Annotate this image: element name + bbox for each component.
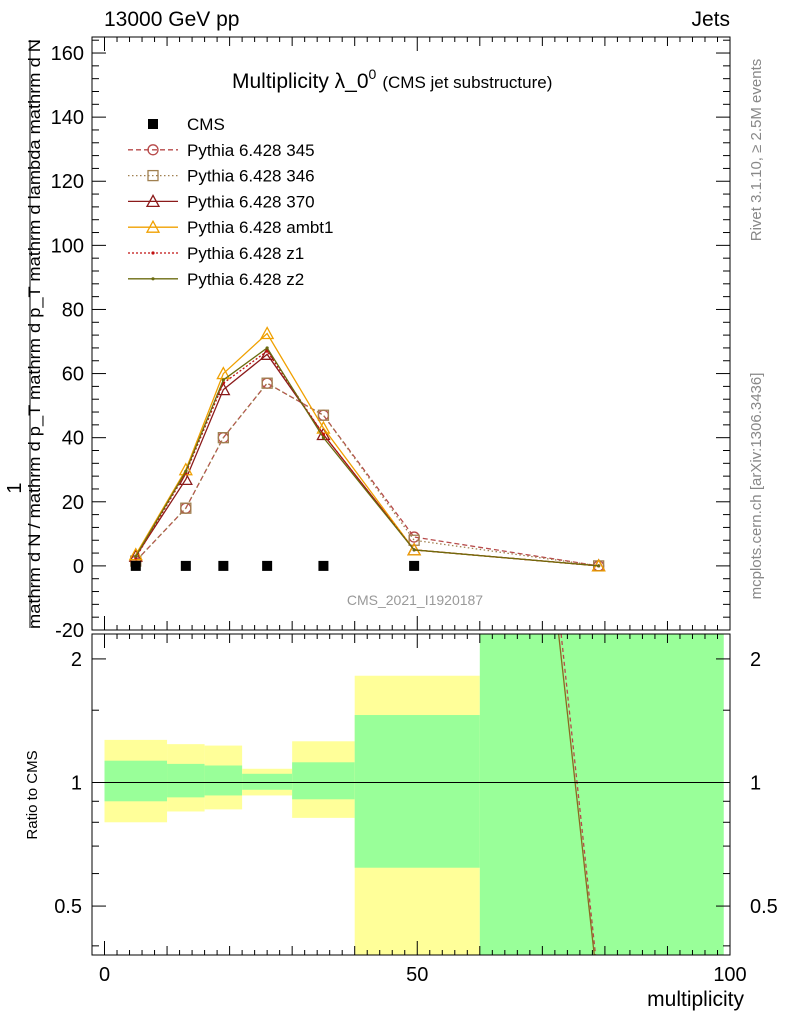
data-point [262,560,273,571]
series-point [217,432,230,444]
data-point [409,560,420,571]
ratio-frame [91,633,731,956]
y-axis-label-numerator: 1 [4,482,26,493]
y-tick-label: 80 [62,299,84,321]
legend-label: Pythia 6.428 ambt1 [187,218,333,237]
legend-label: Pythia 6.428 z1 [187,244,304,263]
legend-label: Pythia 6.428 346 [187,167,315,186]
ratio-band-green [204,765,243,796]
series-point [265,346,269,350]
y-tick-label: 120 [51,171,84,193]
legend-marker [151,277,155,281]
ratio-y-tick-label-right: 2 [750,649,761,671]
mcplots-credit: mcplots.cern.ch [arXiv:1306.3436] [748,373,765,600]
ratio-curve [560,633,597,956]
y-tick-label: 140 [51,107,84,129]
legend-label: Pythia 6.428 z2 [187,270,304,289]
y-tick-label: 40 [62,428,84,450]
data-point [180,560,191,571]
legend-marker [151,251,155,255]
series-point [134,554,138,558]
y-tick-label: -20 [55,620,84,642]
legend-marker [147,169,159,182]
y-axis-label: mathrm d N / mathrm d p_T mathrm d p_T m… [25,39,44,629]
series-point [408,534,420,546]
rivet-version: Rivet 3.1.10, ≥ 2.5M events [748,59,765,242]
ratio-y-tick-label-right: 0.5 [750,896,778,918]
series-point [412,548,416,552]
data-point [130,560,141,571]
main-frame [91,36,731,631]
series-point [184,469,188,473]
header-observable: Jets [691,8,730,31]
series-point [260,326,275,340]
series-line [135,353,599,567]
header-process: 13000 GeV pp [104,8,240,31]
ratio-band-green [479,634,724,955]
y-tick-label: 60 [62,364,84,386]
ratio-y-tick-label: 1 [71,772,82,794]
series-point [178,471,193,485]
legend-label: Pythia 6.428 345 [187,141,315,160]
series-point [317,409,330,421]
x-axis-label: multiplicity [647,988,744,1011]
ratio-curve [557,633,595,956]
y-tick-label: 0 [73,556,84,578]
legend-marker [145,194,161,208]
series-line [135,346,599,567]
watermark: CMS_2021_I1920187 [347,592,483,608]
series-line [135,332,599,567]
ratio-y-tick-label-right: 1 [750,772,761,794]
chart-title-sup: 0 [369,66,377,82]
legend-marker [147,144,159,156]
series-point [321,436,326,440]
y-tick-label: 20 [62,492,84,514]
x-tick-label: 100 [713,964,746,986]
series-point [180,502,192,514]
ratio-band-green [292,762,355,800]
ratio-y-tick-label: 2 [71,649,82,671]
x-tick-label: 0 [99,964,110,986]
y-tick-label: 100 [51,235,84,257]
ratio-band-green [167,763,205,798]
y-tick-label: 160 [51,43,84,65]
series-point [221,378,225,382]
legend-label: Pythia 6.428 370 [187,192,315,211]
series-point [597,564,601,568]
chart-title-note: (CMS jet substructure) [382,73,552,92]
ratio-y-axis-label: Ratio to CMS [24,750,41,839]
legend-label-cms: CMS [187,115,225,134]
legend-marker [148,119,158,129]
ratio-y-tick-label: 0.5 [54,896,82,918]
series-point [407,542,422,556]
series-line [135,382,599,567]
series-point [178,462,193,476]
x-tick-label: 50 [406,964,428,986]
series-point [261,377,273,389]
series-point [317,409,330,421]
series-point [128,547,143,561]
ratio-band-green [354,715,480,868]
ratio-band-green [242,773,293,790]
data-point [318,560,329,571]
series-line [135,350,599,567]
chart-title-main: Multiplicity λ_0 [232,70,369,93]
ratio-band-green [104,760,168,802]
data-point [218,560,229,571]
legend-marker [145,219,161,233]
series-point [261,377,273,389]
chart-title: Multiplicity λ_00 (CMS jet substructure) [232,66,552,93]
